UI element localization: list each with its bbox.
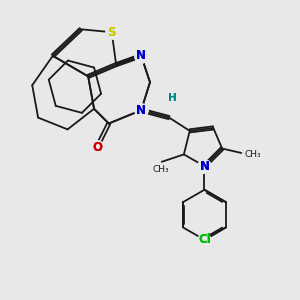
Text: N: N	[136, 104, 146, 117]
Text: N: N	[136, 49, 146, 62]
Text: N: N	[200, 160, 209, 173]
Text: CH₃: CH₃	[153, 165, 169, 174]
Text: N: N	[200, 160, 209, 173]
Text: O: O	[92, 141, 102, 154]
Text: H: H	[168, 94, 176, 103]
Text: S: S	[107, 26, 116, 39]
Text: N: N	[136, 49, 146, 62]
Text: Cl: Cl	[198, 233, 211, 246]
Text: H: H	[168, 94, 176, 103]
Text: N: N	[200, 160, 209, 173]
Text: Cl: Cl	[198, 233, 211, 246]
Text: O: O	[92, 141, 102, 154]
Text: S: S	[107, 26, 116, 39]
Text: N: N	[136, 104, 146, 117]
Text: CH₃: CH₃	[244, 150, 261, 159]
